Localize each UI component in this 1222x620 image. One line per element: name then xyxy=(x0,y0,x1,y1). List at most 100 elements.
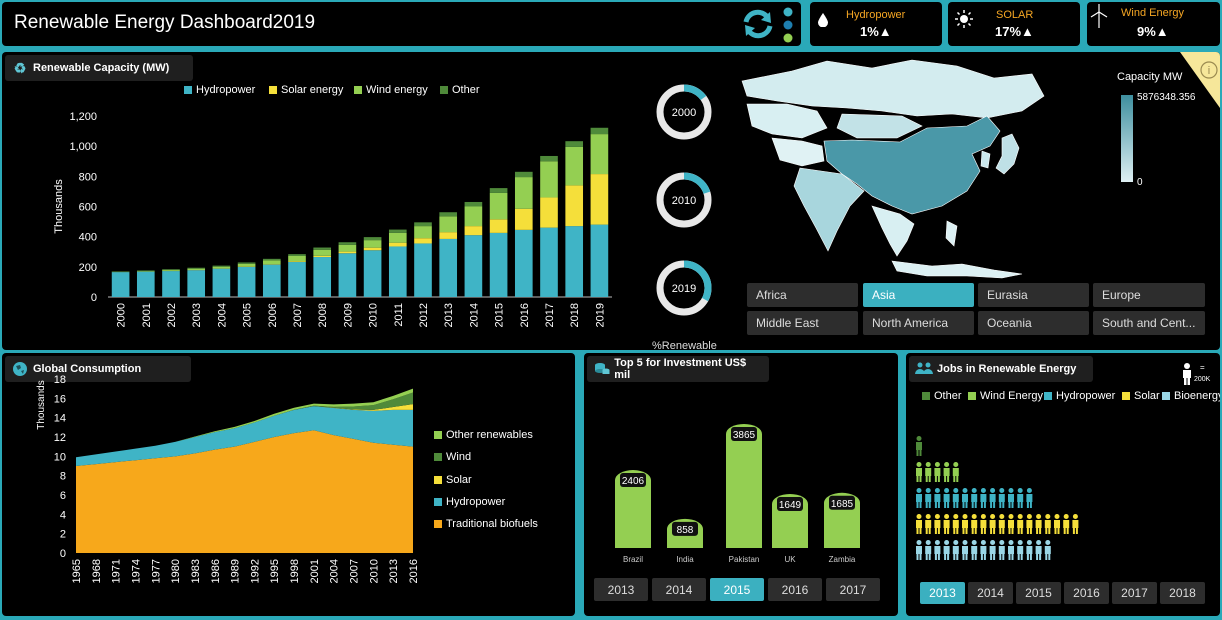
person-leg xyxy=(928,501,931,508)
x-tick-label: 2017 xyxy=(544,303,556,327)
bar-segment xyxy=(136,271,155,297)
person-leg xyxy=(990,527,993,534)
header-bar: Renewable Energy Dashboard2019 xyxy=(2,2,801,46)
person-head xyxy=(962,540,968,545)
person-head xyxy=(953,488,959,493)
person-body xyxy=(1026,546,1033,554)
people-icon xyxy=(915,360,933,378)
bar-segment xyxy=(439,212,458,217)
x-tick-label: 2016 xyxy=(519,303,531,327)
year-button-2015[interactable]: 2015 xyxy=(710,578,764,601)
person-head xyxy=(1017,488,1023,493)
map-central-asia[interactable] xyxy=(771,137,825,167)
bar-segment xyxy=(439,232,458,239)
person-leg xyxy=(1008,553,1011,560)
x-tick-label: 1998 xyxy=(289,559,301,583)
jobs-title-text: Jobs in Renewable Energy xyxy=(937,363,1077,375)
jobs-year-button-2015[interactable]: 2015 xyxy=(1016,582,1061,604)
consumption-panel: Global Consumption 0 2 4 6 8 10 12 14 16 18 Thousa… xyxy=(2,353,575,616)
investment-panel: Top 5 for Investment US$ mil 2406 Brazil 8… xyxy=(584,353,898,616)
person-head xyxy=(1045,540,1051,545)
region-button-asia[interactable]: Asia xyxy=(863,283,974,307)
person-leg xyxy=(934,501,937,508)
bar-segment xyxy=(338,242,357,245)
person-leg xyxy=(953,501,956,508)
map-mongolia[interactable] xyxy=(836,113,923,139)
legend-item: Solar xyxy=(434,474,472,486)
map-russia[interactable] xyxy=(741,59,1045,119)
area-series xyxy=(76,406,413,466)
region-button-oceania[interactable]: Oceania xyxy=(978,311,1089,335)
info-badge[interactable]: i xyxy=(1180,52,1220,108)
person-body xyxy=(989,520,996,528)
person-leg xyxy=(1029,553,1032,560)
person-icon xyxy=(943,514,950,534)
person-leg xyxy=(937,527,940,534)
person-icon xyxy=(916,488,922,508)
map-japan[interactable] xyxy=(995,133,1020,175)
region-button-europe[interactable]: Europe xyxy=(1093,283,1205,307)
bar-segment xyxy=(514,208,533,230)
region-button-north-america[interactable]: North America xyxy=(863,311,974,335)
year-button-2014[interactable]: 2014 xyxy=(652,578,706,601)
person-head xyxy=(1017,514,1023,519)
person-leg xyxy=(1057,527,1060,534)
person-leg xyxy=(999,553,1002,560)
person-head xyxy=(1036,514,1042,519)
coins-icon xyxy=(593,360,610,378)
person-head xyxy=(916,436,922,441)
person-head xyxy=(1072,514,1078,519)
jobs-unit-label: 200K xyxy=(1194,376,1211,383)
map-india[interactable] xyxy=(793,167,865,252)
person-leg xyxy=(937,553,940,560)
legend-swatch xyxy=(1044,392,1052,400)
map-korea[interactable] xyxy=(980,150,991,169)
x-tick-label: Pakistan xyxy=(729,555,760,564)
map-kazakhstan[interactable] xyxy=(746,103,828,139)
person-leg xyxy=(916,449,919,456)
region-button-africa[interactable]: Africa xyxy=(747,283,858,307)
jobs-year-button-2018[interactable]: 2018 xyxy=(1160,582,1205,604)
legend-item: Solar energy xyxy=(269,84,343,96)
legend-swatch xyxy=(434,431,442,439)
person-icon xyxy=(980,540,987,560)
bar-segment xyxy=(540,227,558,297)
year-button-2013[interactable]: 2013 xyxy=(594,578,648,601)
person-head xyxy=(944,514,950,519)
person-body xyxy=(934,520,941,528)
map-philippines[interactable] xyxy=(945,220,958,247)
bar-segment xyxy=(414,243,432,297)
area-series xyxy=(76,430,413,553)
legend-swatch xyxy=(434,453,442,461)
bar-segment xyxy=(489,219,508,233)
jobs-year-button-2016[interactable]: 2016 xyxy=(1064,582,1109,604)
legend-swatch xyxy=(922,392,930,400)
person-leg xyxy=(953,527,956,534)
region-button-eurasia[interactable]: Eurasia xyxy=(978,283,1089,307)
person-head xyxy=(980,514,986,519)
bar-segment xyxy=(439,216,458,233)
person-body xyxy=(980,520,987,528)
kpi-value: 1%▲ xyxy=(860,24,892,39)
bar-segment xyxy=(262,258,281,261)
year-button-2016[interactable]: 2016 xyxy=(768,578,822,601)
person-icon xyxy=(1008,540,1014,560)
legend-label: Other xyxy=(452,84,480,96)
x-tick-label: 1968 xyxy=(91,559,103,583)
jobs-year-button-2017[interactable]: 2017 xyxy=(1112,582,1157,604)
jobs-year-button-2014[interactable]: 2014 xyxy=(968,582,1013,604)
region-button-middle-east[interactable]: Middle East xyxy=(747,311,858,335)
map-indonesia[interactable] xyxy=(891,260,1023,279)
map-southeast-asia[interactable] xyxy=(871,205,915,257)
x-tick-label: Zambia xyxy=(829,555,856,564)
x-tick-label: 1986 xyxy=(210,559,222,583)
jobs-year-button-2013[interactable]: 2013 xyxy=(920,582,965,604)
person-head xyxy=(916,462,922,467)
year-button-2017[interactable]: 2017 xyxy=(826,578,880,601)
refresh-icon[interactable] xyxy=(740,8,776,45)
bar-segment xyxy=(590,127,609,135)
region-button-south-central-america[interactable]: South and Cent... xyxy=(1093,311,1205,335)
map-china[interactable] xyxy=(823,115,1001,215)
bar xyxy=(726,434,762,548)
asia-map[interactable] xyxy=(732,56,1052,281)
